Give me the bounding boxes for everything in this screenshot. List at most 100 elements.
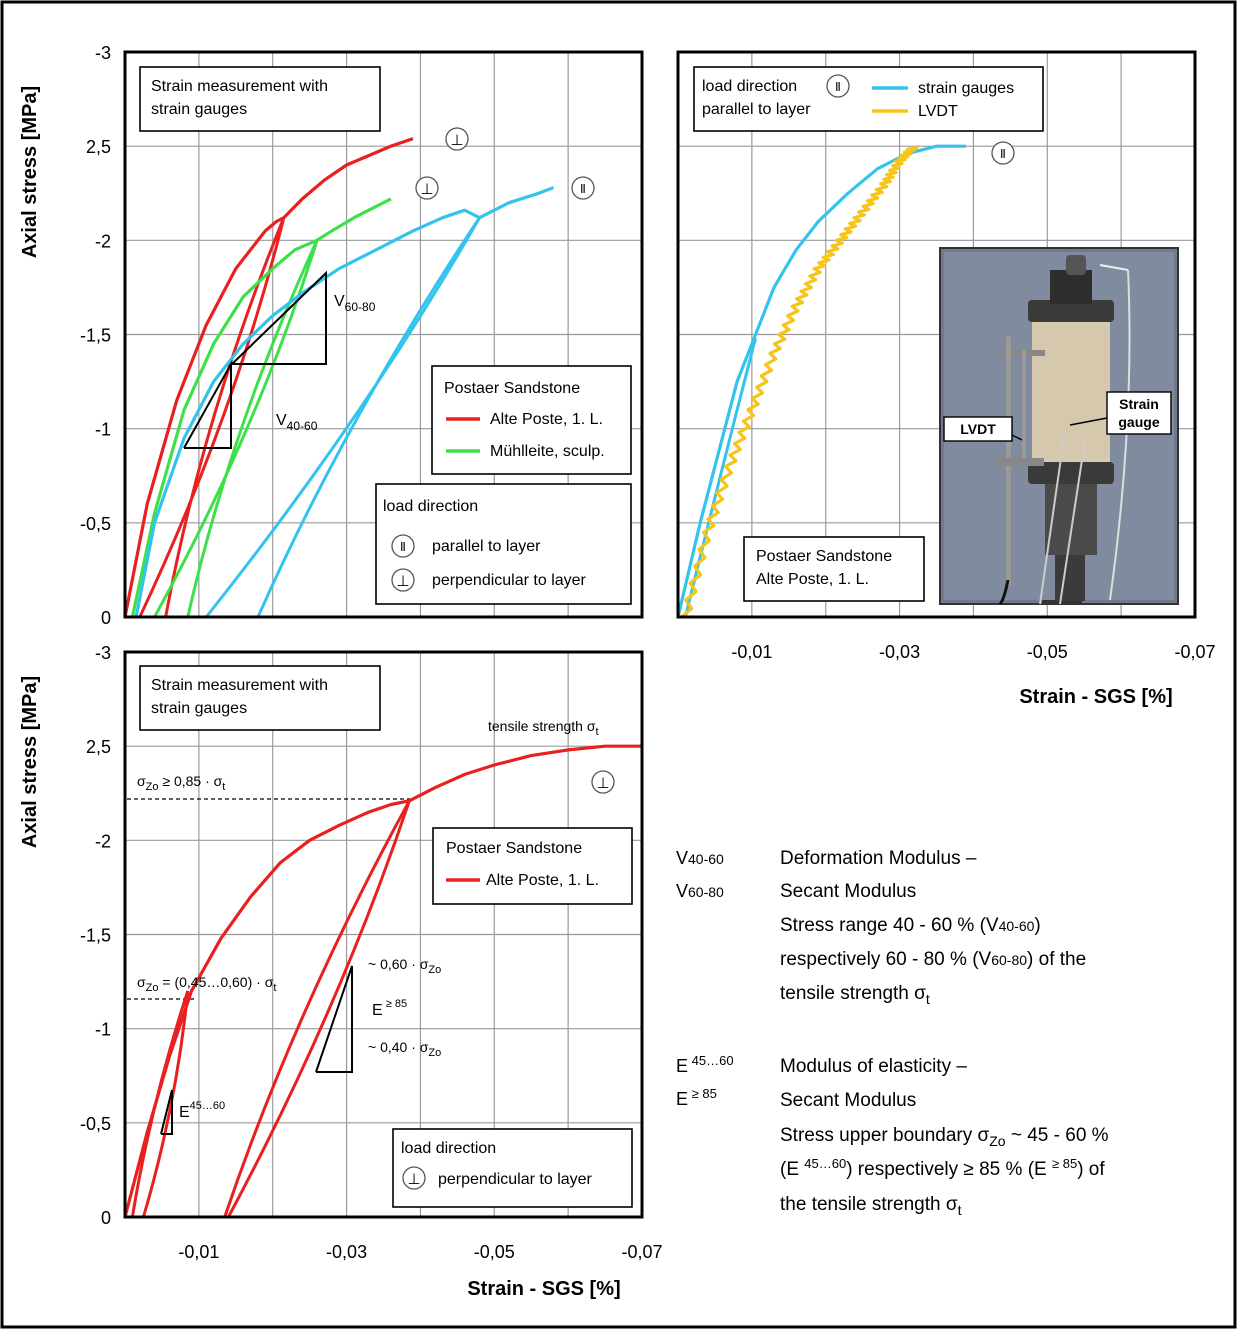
legend-label-muehlleite: Mühlleite, sculp.	[490, 443, 605, 460]
expl-block2-line1: Modulus of elasticity –	[780, 1056, 967, 1077]
expl-symbol-e85: E ≥ 85	[676, 1086, 717, 1109]
x-tick-label: -0,05	[1027, 642, 1068, 662]
svg-text:Ⅱ: Ⅱ	[1000, 147, 1006, 161]
series-alte-poste-1-l-loop	[223, 800, 411, 1218]
panel-b-title-box	[693, 66, 1044, 132]
legend-label-alte-poste: Alte Poste, 1. L.	[490, 411, 603, 428]
panel-a-ylabel: Axial stress [MPa]	[19, 86, 41, 258]
expl-block1-line5: tensile strength σt	[780, 983, 930, 1007]
expl-symbol-v6080: V60-80	[676, 881, 724, 901]
x-tick-label: -0,01	[178, 1242, 219, 1262]
svg-text:⊥: ⊥	[450, 132, 463, 149]
panel-c-frame	[123, 650, 644, 1219]
tri-top-label: ~ 0,60 · σZo	[368, 956, 441, 976]
expl-block2-line3: Stress upper boundary σZo ~ 45 - 60 %	[780, 1125, 1109, 1149]
y-tick-label: 0	[101, 608, 111, 628]
explanation-text: V40-60 V60-80 Deformation Modulus – Seca…	[676, 848, 1109, 1218]
sigma-lower-label: σZo = (0,45…0,60) · σt	[137, 974, 276, 994]
label-v6080: V60-80	[334, 293, 376, 314]
expl-block2-line4: (E 45…60) respectively ≥ 85 % (E ≥ 85) o…	[780, 1156, 1105, 1180]
expl-block2-line2: Secant Modulus	[780, 1090, 916, 1111]
panel-b-xlabel: Strain - SGS [%]	[1019, 686, 1172, 708]
panel-c-title-line2: strain gauges	[151, 700, 247, 717]
series-m-hlleite-sculp-loop	[186, 239, 319, 618]
y-tick-label: 2,5	[86, 137, 111, 157]
expl-block1-line1: Deformation Modulus –	[780, 848, 977, 869]
panel-a-load-title: load direction	[383, 498, 478, 515]
y-tick-label: -0,5	[80, 514, 111, 534]
y-tick-label: -1,5	[80, 926, 111, 946]
panel-a: Axial stress [MPa] -3 2,5 -2 -1,5 -1 -0,5 0 St…	[19, 43, 644, 628]
strain-gauge-photo: LVDT Strain gauge	[939, 247, 1179, 606]
y-tick-label: -3	[95, 643, 111, 663]
series-alte-poste-1-l-parallel-loop	[256, 216, 481, 618]
panel-b-title-line2: parallel to layer	[702, 101, 811, 118]
load-parallel-label: parallel to layer	[432, 538, 541, 555]
y-tick-label: 2,5	[86, 737, 111, 757]
par-symbol-a: Ⅱ	[571, 176, 595, 200]
photo-label-lvdt: LVDT	[960, 421, 996, 437]
expl-block1-line3: Stress range 40 - 60 % (V40-60)	[780, 915, 1041, 936]
expl-block2-line5: the tensile strength σt	[780, 1194, 962, 1218]
label-v4060: V40-60	[276, 412, 318, 433]
y-tick-label: 0	[101, 1208, 111, 1228]
y-tick-label: -1	[95, 1020, 111, 1040]
y-tick-label: -1,5	[80, 326, 111, 346]
y-tick-label: -0,5	[80, 1114, 111, 1134]
x-tick-label: -0,03	[326, 1242, 367, 1262]
panel-a-frame	[123, 50, 644, 619]
x-tick-label: -0,01	[731, 642, 772, 662]
y-tick-label: -1	[95, 420, 111, 440]
panel-c-load-perp-label: perpendicular to layer	[438, 1171, 593, 1188]
series-lvdt-line	[680, 144, 919, 619]
expl-symbol-e4560: E 45…60	[676, 1053, 734, 1076]
panel-c-title-box	[139, 665, 381, 731]
y-tick-label: -3	[95, 43, 111, 63]
expl-block1-line4: respectively 60 - 80 % (V60-80) of the	[780, 949, 1086, 970]
series-m-hlleite-sculp-loop	[153, 239, 319, 618]
series-alte-poste-1-l-parallel-line	[134, 186, 554, 618]
series-alte-poste-1-l-loop	[164, 217, 286, 618]
panel-b-sample-box	[743, 536, 925, 602]
panel-c-title-line1: Strain measurement with	[151, 677, 328, 694]
series-alte-poste-1-l-line	[123, 744, 642, 1218]
svg-text:Ⅱ: Ⅱ	[400, 540, 406, 554]
v6080-triangle	[231, 270, 327, 365]
panel-b-sample-line1: Postaer Sandstone	[756, 548, 892, 565]
load-perp-label: perpendicular to layer	[432, 572, 587, 589]
panel-c-load-perp-symbol: ⊥	[402, 1166, 426, 1190]
v4060-triangle	[183, 360, 232, 449]
perp-symbol-2: ⊥	[415, 176, 439, 200]
panel-c-legend-box	[432, 827, 633, 905]
panel-c-yticks: -3 2,5 -2 -1,5 -1 -0,5 0	[80, 643, 111, 1228]
panel-b-sample-line2: Alte Poste, 1. L.	[756, 571, 869, 588]
expl-block1-line2: Secant Modulus	[780, 881, 916, 902]
panel-c-xlabel: Strain - SGS [%]	[467, 1278, 620, 1300]
expl-symbol-v4060: V40-60	[676, 848, 724, 868]
panel-b: LVDT Strain gauge load direction paralle…	[676, 50, 1216, 708]
load-perp-symbol: ⊥	[391, 568, 415, 592]
photo-label-gauge-box	[1106, 391, 1172, 435]
panel-c-perp-symbol: ⊥	[591, 770, 615, 794]
tensile-strength-label: tensile strength σt	[488, 718, 599, 738]
svg-text:⊥: ⊥	[420, 181, 433, 198]
panel-a-title-box	[139, 66, 381, 132]
panel-b-title-par-symbol: Ⅱ	[826, 74, 850, 98]
panel-c-legend-label: Alte Poste, 1. L.	[486, 872, 599, 889]
panel-b-par-symbol: Ⅱ	[991, 141, 1015, 165]
photo-label-lvdt-box	[943, 416, 1013, 442]
panel-a-load-box	[375, 483, 632, 605]
e85-triangle	[315, 965, 353, 1073]
y-tick-label: -2	[95, 231, 111, 251]
perp-symbol-1: ⊥	[445, 127, 469, 151]
legend-label-lvdt: LVDT	[918, 103, 958, 120]
panel-c-xticks: -0,01 -0,03 -0,05 -0,07	[178, 1242, 662, 1262]
panel-a-yticks: -3 2,5 -2 -1,5 -1 -0,5 0	[80, 43, 111, 628]
series-alte-poste-1-l-loop	[227, 800, 411, 1218]
series-alte-poste-1-l-loop	[130, 990, 190, 1218]
panel-c-ylabel: Axial stress [MPa]	[19, 676, 41, 848]
series-alte-poste-1-l-parallel-loop	[205, 216, 481, 618]
svg-text:⊥: ⊥	[407, 1171, 420, 1188]
